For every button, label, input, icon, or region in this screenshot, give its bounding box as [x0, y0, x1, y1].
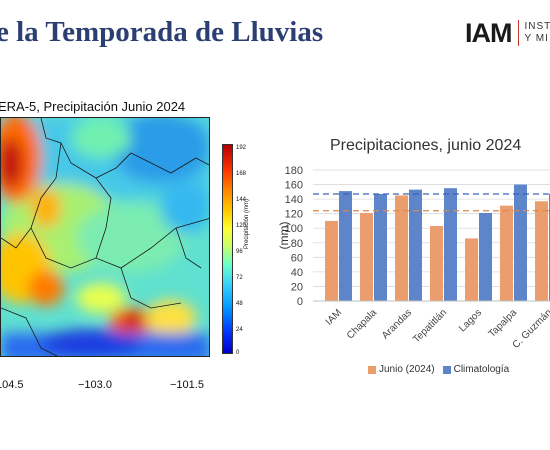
bar-junio-0: [325, 220, 338, 301]
y-tick-label-160: 160: [285, 180, 303, 192]
legend-swatch-climatologia: [442, 365, 451, 374]
y-tick-label-0: 0: [297, 296, 303, 308]
y-tick-label-80: 80: [291, 238, 303, 250]
y-tick-label-40: 40: [291, 267, 303, 279]
bar-junio-2: [395, 195, 408, 301]
bar-climatologia-3: [444, 188, 457, 301]
x-tick-label-3: Tepatitlán: [411, 307, 449, 345]
map-x-tick-2: −103.0: [78, 379, 112, 391]
bar-junio-4: [465, 238, 478, 301]
colorbar-tick-24: 24: [236, 327, 243, 333]
chart-title: Precipitaciones, junio 2024: [330, 137, 521, 154]
colorbar-tick-144: 144: [236, 197, 247, 203]
y-tick-label-20: 20: [291, 281, 303, 293]
legend-item-junio: Junio (2024): [368, 364, 435, 375]
institution-logo: IAM INSTITU Y MI: [465, 18, 550, 48]
colorbar: [222, 144, 233, 354]
precipitation-bar-chart: Precipitaciones, junio 2024 0 20 40 60 80 100 1…: [277, 137, 550, 351]
x-tick-label-1: Chapala: [345, 307, 379, 341]
bar-climatologia-0: [339, 191, 352, 301]
legend-swatch-junio: [368, 365, 376, 374]
map-x-tick-3: −101.5: [170, 379, 204, 391]
bar-junio-6: [535, 201, 548, 301]
x-tick-label-2: Arandas: [380, 307, 414, 341]
chart-legend: Junio (2024) Climatología: [368, 364, 517, 375]
bar-climatologia-1: [374, 194, 387, 301]
logo-divider: [517, 20, 519, 46]
colorbar-tick-72: 72: [236, 275, 243, 281]
logo-text: INSTITU Y MI: [525, 21, 550, 45]
precipitation-map-image: [1, 118, 209, 356]
colorbar-tick-48: 48: [236, 301, 243, 307]
colorbar-title: Precipitación (mm): [244, 198, 250, 249]
bar-climatologia-2: [409, 189, 422, 301]
y-tick-label-100: 100: [285, 223, 303, 235]
y-tick-label-140: 140: [285, 194, 303, 206]
bar-climatologia-5: [514, 184, 527, 301]
x-tick-label-0: IAM: [324, 307, 344, 327]
logo-line-1: INSTITU: [524, 21, 550, 32]
bar-junio-1: [360, 212, 373, 301]
y-tick-label-60: 60: [291, 252, 303, 264]
logo-line-2: Y MI: [524, 33, 549, 44]
colorbar-tick-120: 120: [236, 223, 247, 229]
colorbar-tick-168: 168: [236, 171, 247, 177]
colorbar-tick-192: 192: [236, 145, 247, 151]
precipitation-map: [0, 117, 210, 357]
y-tick-label-180: 180: [285, 165, 303, 177]
slide-title: e la Temporada de Lluvias: [0, 16, 324, 48]
legend-label-climatologia: Climatología: [453, 364, 510, 375]
map-x-tick-1: 104.5: [0, 379, 24, 391]
y-axis-label: (mm): [277, 222, 291, 250]
bar-junio-5: [500, 205, 513, 301]
legend-item-climatologia: Climatología: [442, 364, 510, 375]
colorbar-tick-96: 96: [236, 249, 243, 255]
x-tick-label-4: Lagos: [457, 307, 484, 334]
logo-mark: IAM: [465, 17, 512, 48]
bar-climatologia-4: [479, 212, 492, 301]
y-tick-label-120: 120: [285, 209, 303, 221]
x-tick-label-5: Tapalpa: [487, 307, 520, 340]
colorbar-tick-0: 0: [236, 350, 240, 356]
legend-label-junio: Junio (2024): [379, 364, 435, 375]
bar-junio-3: [430, 226, 443, 301]
map-title: ERA-5, Precipitación Junio 2024: [0, 99, 186, 114]
